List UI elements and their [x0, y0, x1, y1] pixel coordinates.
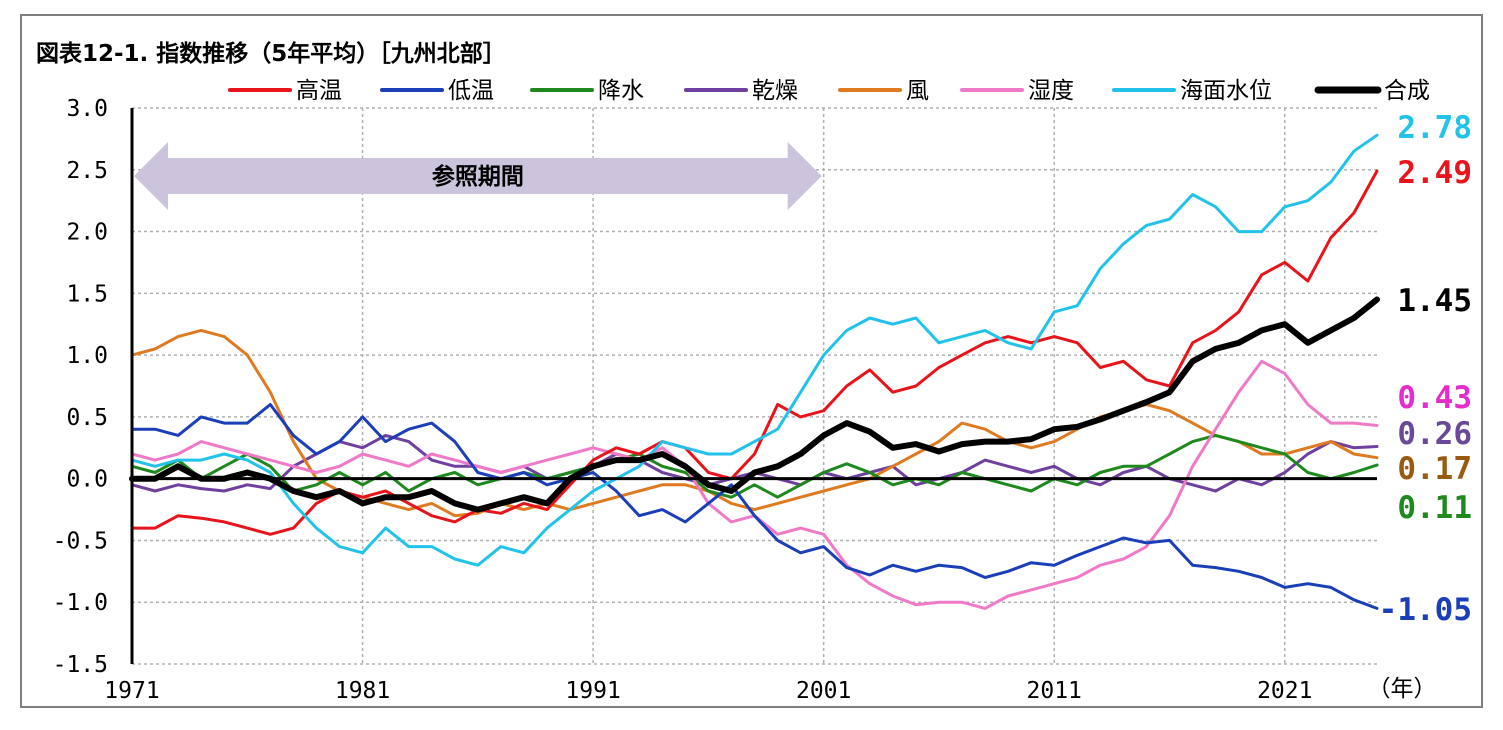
series-lines: [129, 133, 1380, 610]
y-tick-label: 2.0: [66, 220, 108, 246]
y-tick-label: 3.0: [66, 96, 108, 122]
series-line-sea_level: [130, 133, 1379, 567]
end-label-dryness: 0.26: [1397, 416, 1472, 452]
end-label-high_temp: 2.49: [1397, 155, 1472, 191]
reference-period-arrow-shape: [134, 141, 822, 210]
legend: 高温 低温 降水 乾燥 風 湿度 海面水位 合成: [228, 78, 1430, 104]
series-line-wind: [130, 328, 1379, 518]
legend-label-high_temp: 高温: [296, 78, 342, 104]
y-tick-label: 2.5: [66, 158, 108, 184]
legend-label-dryness: 乾燥: [752, 78, 798, 104]
y-tick-label: 0.5: [66, 405, 108, 431]
x-tick-labels: 1971 1981 1991 2001 2011 2021: [104, 678, 1312, 704]
y-tick-label: -1.5: [53, 652, 108, 678]
series-line-composite: [129, 296, 1380, 513]
end-label-wind: 0.17: [1397, 451, 1472, 487]
y-tick-label: 0.0: [66, 467, 108, 493]
y-tick-label: -1.0: [53, 590, 108, 616]
axes: [130, 108, 1377, 664]
grid-lines: [132, 107, 1377, 665]
legend-label-wind: 風: [906, 78, 929, 104]
series-line-low_temp: [130, 403, 1379, 610]
chart-frame: [20, 14, 1483, 708]
x-axis-unit: （年）: [1368, 676, 1437, 702]
x-tick-label: 1981: [335, 678, 390, 704]
legend-label-low_temp: 低温: [448, 78, 494, 104]
end-label-humidity: 0.43: [1397, 380, 1472, 416]
x-tick-label: 2001: [796, 678, 851, 704]
x-tick-label: 2011: [1027, 678, 1082, 704]
y-tick-label: -0.5: [53, 528, 108, 554]
end-label-sea_level: 2.78: [1397, 110, 1472, 146]
series-line-precip: [130, 433, 1379, 499]
y-tick-label: 1.5: [66, 281, 108, 307]
end-label-precip: 0.11: [1397, 490, 1472, 526]
y-tick-labels: 3.0 2.5 2.0 1.5 1.0 0.5 0.0 -0.5 -1.0 -1.5: [53, 96, 108, 678]
legend-label-humidity: 湿度: [1028, 78, 1074, 104]
reference-period-label: 参照期間: [432, 163, 524, 190]
legend-label-precip: 降水: [598, 78, 644, 104]
y-tick-label: 1.0: [66, 343, 108, 369]
x-tick-label: 1971: [104, 678, 159, 704]
end-label-composite: 1.45: [1397, 283, 1472, 319]
chart-title: 図表12-1. 指数推移（5年平均）［九州北部］: [36, 41, 506, 67]
reference-period-arrow: 参照期間: [134, 141, 822, 210]
legend-label-composite: 合成: [1384, 78, 1430, 104]
end-value-labels: 2.78 2.49 1.45 0.430.260.170.11 -1.05: [1379, 110, 1472, 628]
legend-label-sea_level: 海面水位: [1180, 78, 1272, 104]
end-label-low_temp: -1.05: [1379, 592, 1472, 628]
x-tick-label: 2021: [1257, 678, 1312, 704]
x-tick-label: 1991: [565, 678, 620, 704]
